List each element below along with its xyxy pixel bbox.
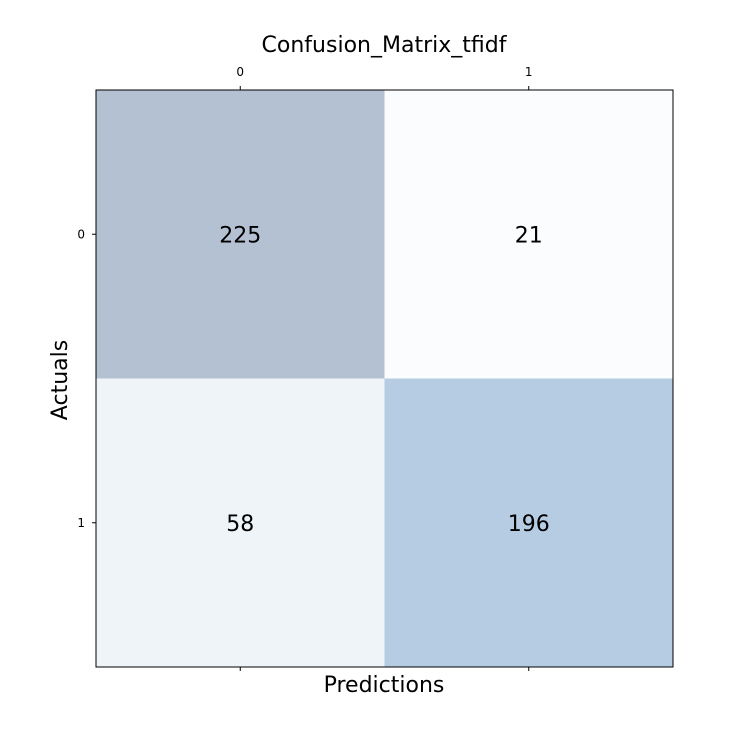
heatmap-cell-1-0: [96, 378, 385, 667]
plot-frame: [95, 89, 674, 668]
x-tick-label-0: 0: [236, 65, 244, 79]
cell-value-label-1-0: 58: [226, 512, 254, 537]
cell-value-label-0-0: 225: [219, 223, 261, 248]
heatmap-cell-0-0: [96, 90, 385, 379]
x-axis-label: Predictions: [324, 673, 445, 698]
heatmap-cell-1-1: [384, 378, 673, 667]
y-axis-label: Actuals: [48, 340, 73, 420]
cell-value-label-1-1: 196: [508, 512, 550, 537]
heatmap-cell-0-1: [384, 90, 673, 379]
chart-title: Confusion_Matrix_tfidf: [262, 33, 508, 58]
x-tick-label-1: 1: [525, 65, 533, 79]
heatmap-cells: 225 21 58 196: [96, 90, 673, 667]
y-tick-label-1: 1: [77, 516, 85, 530]
cell-value-label-0-1: 21: [515, 223, 543, 248]
y-tick-label-0: 0: [77, 227, 85, 241]
axis-ticks: 0 1 0 1: [77, 65, 533, 671]
